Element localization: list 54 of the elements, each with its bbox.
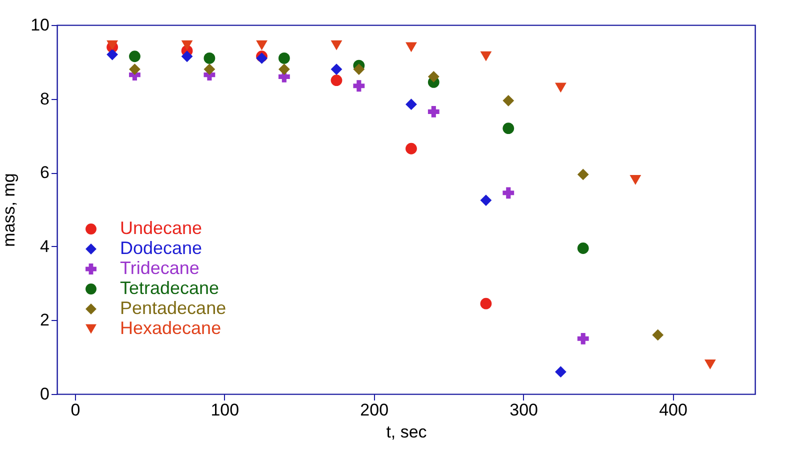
point	[480, 51, 492, 62]
point	[480, 194, 492, 206]
y-tick-label: 2	[40, 310, 50, 330]
point	[353, 80, 365, 92]
legend-label: Pentadecane	[120, 298, 226, 318]
x-tick-label: 400	[659, 400, 688, 420]
y-tick-label: 8	[40, 89, 50, 108]
x-tick-label: 0	[70, 400, 80, 420]
point	[204, 52, 216, 64]
y-tick-label: 0	[40, 384, 50, 404]
point	[181, 50, 193, 62]
point	[406, 42, 417, 52]
point	[106, 48, 118, 60]
legend-label: Undecane	[120, 218, 202, 238]
point	[330, 74, 342, 86]
point	[577, 332, 589, 344]
point	[502, 94, 514, 106]
x-tick-label: 300	[510, 400, 538, 420]
point	[428, 70, 440, 82]
point	[502, 187, 514, 199]
point	[652, 329, 664, 341]
x-tick-label: 200	[360, 400, 389, 420]
legend-label: Hexadecane	[120, 318, 222, 338]
point	[330, 40, 342, 50]
point	[330, 64, 342, 75]
point	[406, 142, 417, 154]
x-tick-label: 100	[210, 400, 240, 420]
point	[129, 50, 140, 62]
y-axis-title: mass, mg	[0, 173, 19, 247]
point	[480, 298, 492, 310]
y-tick-label: 10	[30, 16, 50, 34]
point	[129, 64, 140, 75]
legend-label: Tetradecane	[120, 278, 220, 298]
point	[502, 122, 514, 134]
point	[181, 40, 193, 50]
point	[204, 64, 216, 75]
point	[577, 168, 589, 180]
point	[256, 40, 268, 50]
x-axis-title: t, sec	[386, 422, 428, 442]
point	[106, 40, 118, 50]
point	[630, 175, 642, 185]
legend-label: Tridecane	[120, 258, 200, 278]
point	[428, 106, 440, 118]
point	[278, 64, 290, 75]
legend-label: Dodecane	[120, 238, 202, 258]
point	[704, 360, 716, 370]
point	[278, 52, 290, 64]
y-tick-label: 6	[40, 163, 50, 182]
point	[554, 366, 566, 378]
y-tick-label: 4	[40, 236, 50, 256]
point	[577, 242, 589, 254]
point	[353, 64, 365, 75]
point	[554, 82, 566, 93]
point	[406, 98, 417, 110]
